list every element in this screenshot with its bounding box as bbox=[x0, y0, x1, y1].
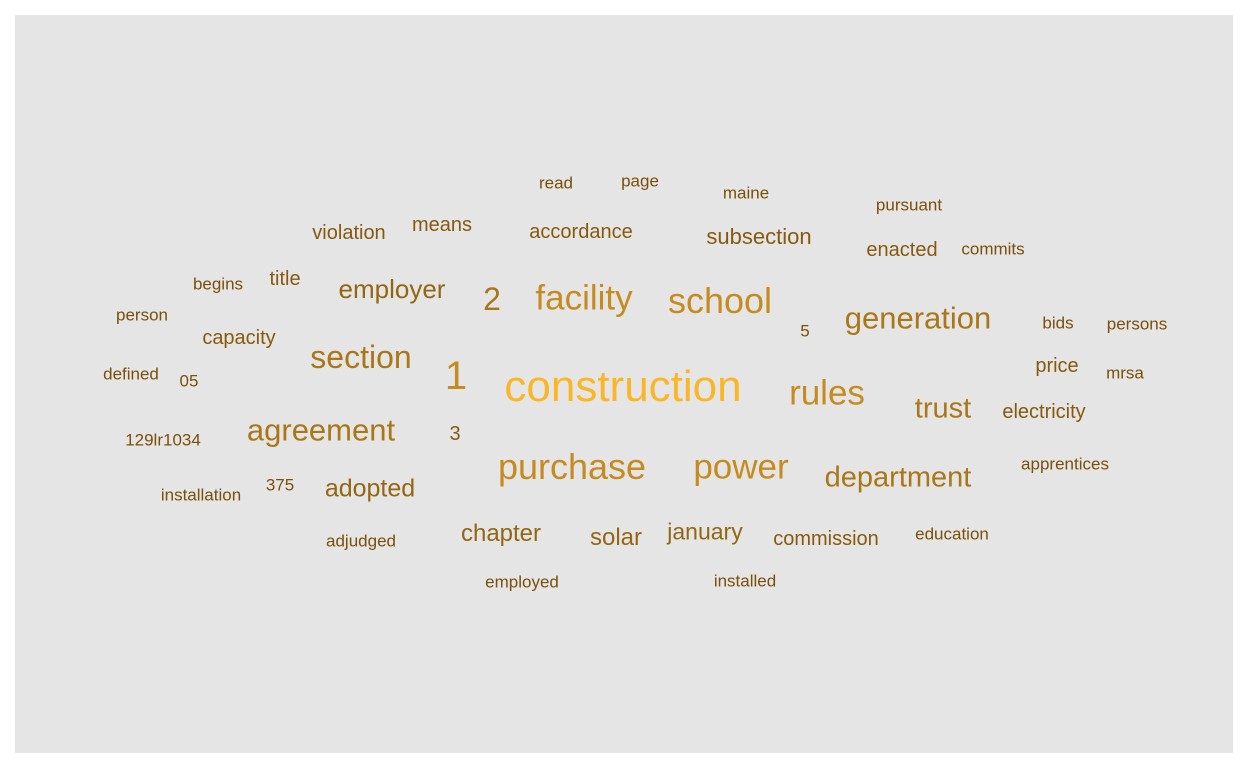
word-violation: violation bbox=[312, 222, 386, 244]
word-mrsa: mrsa bbox=[1106, 363, 1144, 383]
word-power: power bbox=[693, 447, 789, 487]
word-persons: persons bbox=[1106, 314, 1168, 334]
word-means: means bbox=[411, 214, 473, 236]
word-defined: defined bbox=[103, 364, 159, 384]
word-capacity: capacity bbox=[202, 327, 276, 349]
word-129lr1034: 129lr1034 bbox=[125, 430, 201, 450]
word-january: january bbox=[667, 518, 743, 545]
word-adopted: adopted bbox=[324, 474, 416, 503]
word-solar: solar bbox=[589, 524, 643, 551]
word-installed: installed bbox=[713, 571, 777, 591]
word-construction: construction bbox=[504, 362, 742, 411]
word-purchase: purchase bbox=[497, 446, 647, 487]
word-person: person bbox=[116, 305, 168, 325]
word-adjudged: adjudged bbox=[326, 531, 396, 551]
word-bids: bids bbox=[1042, 313, 1074, 333]
word-apprentices: apprentices bbox=[1021, 454, 1109, 474]
word-generation: generation bbox=[844, 300, 992, 336]
word-pursuant: pursuant bbox=[875, 195, 943, 215]
word-installation: installation bbox=[160, 485, 242, 505]
word-employed: employed bbox=[485, 572, 559, 592]
word-department: department bbox=[824, 461, 972, 494]
word-facility: facility bbox=[535, 278, 633, 318]
word-title: title bbox=[269, 268, 301, 290]
word-price: price bbox=[1035, 355, 1079, 377]
word-electricity: electricity bbox=[1002, 401, 1086, 423]
word-2: 2 bbox=[483, 281, 501, 317]
word-agreement: agreement bbox=[246, 412, 396, 448]
word-375: 375 bbox=[265, 475, 295, 495]
word-rules: rules bbox=[789, 373, 865, 413]
word-accordance: accordance bbox=[529, 221, 633, 243]
word-subsection: subsection bbox=[706, 224, 812, 249]
word-3: 3 bbox=[449, 423, 461, 445]
word-cloud-panel: construction 1 purchase school facility … bbox=[15, 15, 1233, 753]
word-school: school bbox=[667, 280, 773, 321]
word-page: page bbox=[621, 171, 659, 191]
word-commission: commission bbox=[773, 528, 879, 550]
word-begins: begins bbox=[192, 274, 244, 294]
word-section: section bbox=[310, 339, 412, 375]
word-read: read bbox=[538, 173, 574, 193]
word-1: 1 bbox=[444, 354, 468, 398]
word-education: education bbox=[915, 524, 989, 544]
word-enacted: enacted bbox=[866, 239, 938, 261]
word-employer: employer bbox=[338, 274, 446, 304]
word-trust: trust bbox=[914, 392, 972, 425]
word-commits: commits bbox=[961, 239, 1025, 259]
word-maine: maine bbox=[722, 183, 770, 203]
word-chapter: chapter bbox=[460, 520, 542, 547]
word-5: 5 bbox=[800, 321, 810, 341]
word-05: 05 bbox=[179, 371, 199, 391]
